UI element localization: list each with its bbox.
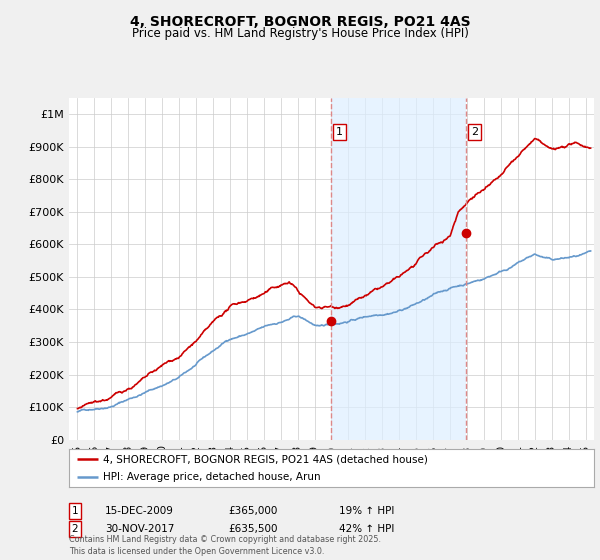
Text: 4, SHORECROFT, BOGNOR REGIS, PO21 4AS (detached house): 4, SHORECROFT, BOGNOR REGIS, PO21 4AS (d…	[103, 454, 428, 464]
Text: 2: 2	[471, 127, 478, 137]
Text: £635,500: £635,500	[228, 524, 277, 534]
Text: £365,000: £365,000	[228, 506, 277, 516]
Text: HPI: Average price, detached house, Arun: HPI: Average price, detached house, Arun	[103, 472, 321, 482]
Text: 1: 1	[71, 506, 79, 516]
Text: 42% ↑ HPI: 42% ↑ HPI	[339, 524, 394, 534]
Text: Contains HM Land Registry data © Crown copyright and database right 2025.
This d: Contains HM Land Registry data © Crown c…	[69, 535, 381, 556]
Text: 2: 2	[71, 524, 79, 534]
Bar	[331, 98, 466, 440]
Text: 4, SHORECROFT, BOGNOR REGIS, PO21 4AS: 4, SHORECROFT, BOGNOR REGIS, PO21 4AS	[130, 15, 470, 29]
Text: 30-NOV-2017: 30-NOV-2017	[105, 524, 175, 534]
Text: 15-DEC-2009: 15-DEC-2009	[105, 506, 174, 516]
Text: 19% ↑ HPI: 19% ↑ HPI	[339, 506, 394, 516]
Text: Price paid vs. HM Land Registry's House Price Index (HPI): Price paid vs. HM Land Registry's House …	[131, 27, 469, 40]
Text: 1: 1	[336, 127, 343, 137]
